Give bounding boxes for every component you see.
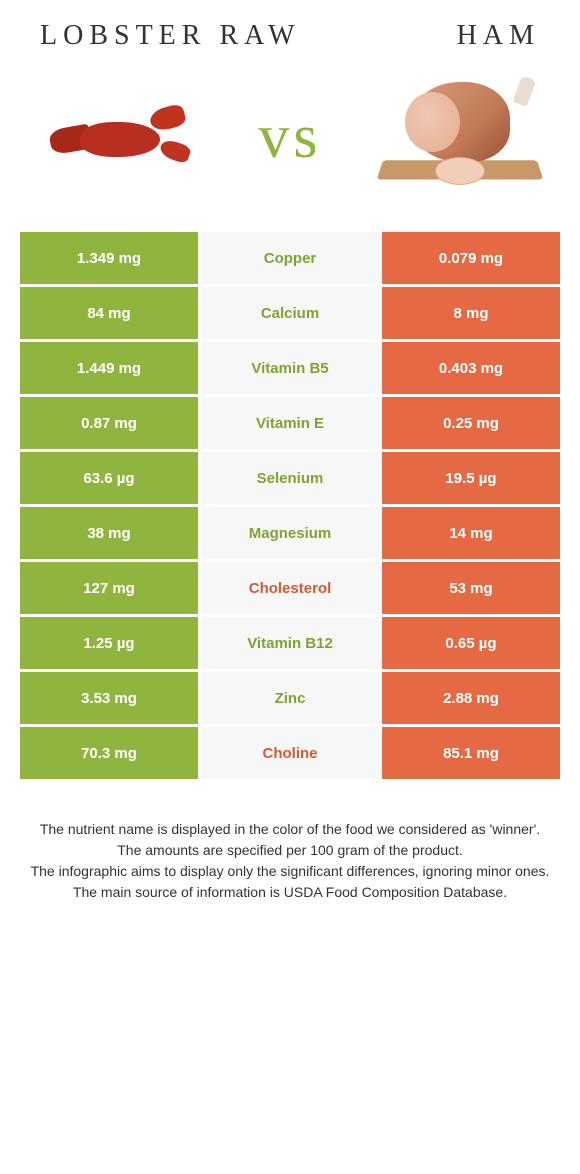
- right-value: 0.079 mg: [382, 232, 560, 284]
- vs-label: vs: [258, 102, 321, 173]
- left-food-image: [30, 72, 210, 202]
- left-value: 3.53 mg: [20, 672, 198, 724]
- nutrient-name: Calcium: [201, 287, 379, 339]
- nutrient-name: Vitamin B12: [201, 617, 379, 669]
- left-value: 84 mg: [20, 287, 198, 339]
- right-value: 19.5 µg: [382, 452, 560, 504]
- right-food-title: Ham: [457, 20, 540, 52]
- right-value: 0.403 mg: [382, 342, 560, 394]
- footnote: The nutrient name is displayed in the co…: [0, 779, 580, 903]
- table-row: 3.53 mgZinc2.88 mg: [20, 672, 560, 724]
- ham-icon: [380, 77, 540, 197]
- header: Lobster Raw Ham: [0, 0, 580, 62]
- right-value: 0.65 µg: [382, 617, 560, 669]
- left-value: 1.25 µg: [20, 617, 198, 669]
- right-value: 2.88 mg: [382, 672, 560, 724]
- footnote-line: The amounts are specified per 100 gram o…: [25, 840, 555, 861]
- table-row: 1.349 mgCopper0.079 mg: [20, 232, 560, 284]
- table-row: 1.449 mgVitamin B50.403 mg: [20, 342, 560, 394]
- left-value: 63.6 µg: [20, 452, 198, 504]
- left-value: 0.87 mg: [20, 397, 198, 449]
- nutrient-name: Zinc: [201, 672, 379, 724]
- right-value: 85.1 mg: [382, 727, 560, 779]
- left-food-title: Lobster Raw: [40, 20, 301, 52]
- nutrient-name: Magnesium: [201, 507, 379, 559]
- footnote-line: The main source of information is USDA F…: [25, 882, 555, 903]
- footnote-line: The nutrient name is displayed in the co…: [25, 819, 555, 840]
- left-value: 1.349 mg: [20, 232, 198, 284]
- image-row: vs: [0, 62, 580, 232]
- table-row: 1.25 µgVitamin B120.65 µg: [20, 617, 560, 669]
- nutrient-name: Vitamin E: [201, 397, 379, 449]
- nutrient-name: Selenium: [201, 452, 379, 504]
- table-row: 127 mgCholesterol53 mg: [20, 562, 560, 614]
- footnote-line: The infographic aims to display only the…: [25, 861, 555, 882]
- right-value: 0.25 mg: [382, 397, 560, 449]
- table-row: 84 mgCalcium8 mg: [20, 287, 560, 339]
- left-value: 1.449 mg: [20, 342, 198, 394]
- table-row: 38 mgMagnesium14 mg: [20, 507, 560, 559]
- right-value: 8 mg: [382, 287, 560, 339]
- table-row: 70.3 mgCholine85.1 mg: [20, 727, 560, 779]
- table-row: 63.6 µgSelenium19.5 µg: [20, 452, 560, 504]
- nutrient-name: Cholesterol: [201, 562, 379, 614]
- left-value: 38 mg: [20, 507, 198, 559]
- left-value: 70.3 mg: [20, 727, 198, 779]
- table-row: 0.87 mgVitamin E0.25 mg: [20, 397, 560, 449]
- right-value: 53 mg: [382, 562, 560, 614]
- nutrient-name: Choline: [201, 727, 379, 779]
- right-food-image: [370, 72, 550, 202]
- right-value: 14 mg: [382, 507, 560, 559]
- nutrient-table: 1.349 mgCopper0.079 mg84 mgCalcium8 mg1.…: [20, 232, 560, 779]
- nutrient-name: Vitamin B5: [201, 342, 379, 394]
- nutrient-name: Copper: [201, 232, 379, 284]
- lobster-icon: [50, 102, 190, 172]
- left-value: 127 mg: [20, 562, 198, 614]
